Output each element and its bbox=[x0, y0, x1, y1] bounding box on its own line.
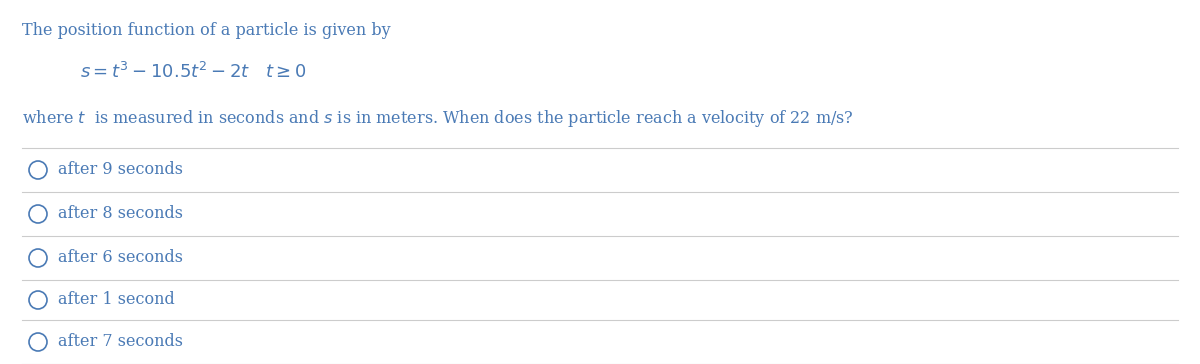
Text: where $t$  is measured in seconds and $s$ is in meters. When does the particle r: where $t$ is measured in seconds and $s$… bbox=[22, 108, 853, 129]
Text: after 9 seconds: after 9 seconds bbox=[58, 162, 182, 178]
Text: after 7 seconds: after 7 seconds bbox=[58, 333, 182, 351]
Text: after 8 seconds: after 8 seconds bbox=[58, 206, 182, 222]
Text: after 1 second: after 1 second bbox=[58, 292, 175, 309]
Text: after 6 seconds: after 6 seconds bbox=[58, 249, 182, 266]
Text: The position function of a particle is given by: The position function of a particle is g… bbox=[22, 22, 391, 39]
Text: $s = t^3 - 10.5t^2 - 2t \quad t \geq 0$: $s = t^3 - 10.5t^2 - 2t \quad t \geq 0$ bbox=[80, 62, 307, 82]
